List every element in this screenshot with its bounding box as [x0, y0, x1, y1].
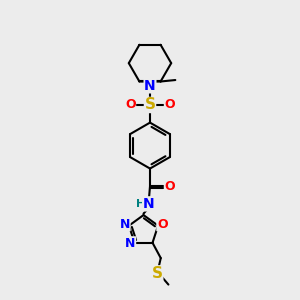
Text: O: O: [164, 98, 175, 111]
Text: N: N: [143, 197, 154, 211]
Text: N: N: [120, 218, 130, 231]
Text: S: S: [145, 98, 155, 112]
Text: S: S: [152, 266, 163, 281]
Text: O: O: [165, 180, 175, 193]
Text: N: N: [144, 79, 156, 93]
Text: N: N: [125, 237, 136, 250]
Text: H: H: [136, 199, 145, 209]
Text: O: O: [157, 218, 167, 231]
Text: O: O: [125, 98, 136, 111]
